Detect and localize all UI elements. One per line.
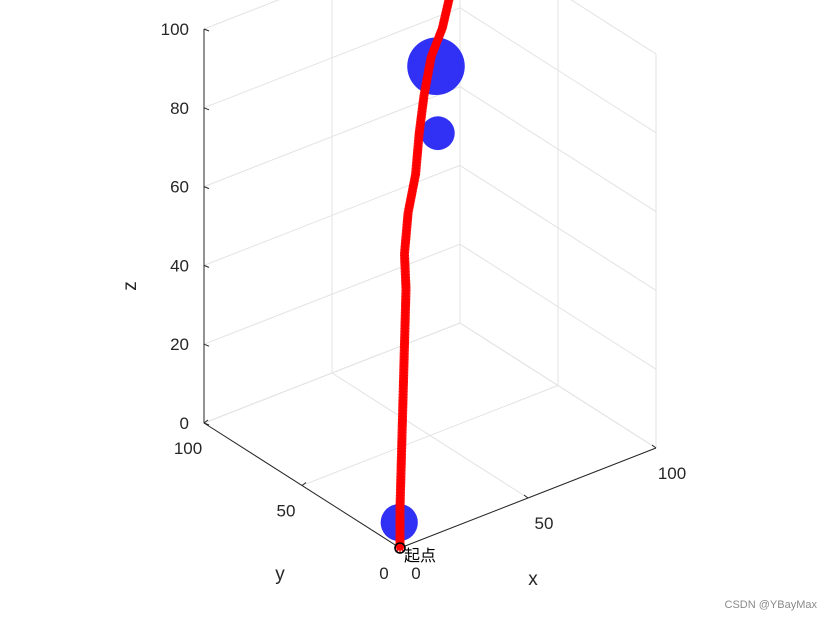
grid-line: [570, 0, 657, 55]
z-tick-label: 60: [170, 178, 189, 197]
y-tick-label: 0: [379, 564, 388, 583]
obstacle-sphere: [407, 37, 465, 96]
z-tick-mark: [203, 422, 210, 426]
z-tick-label: 100: [161, 20, 189, 39]
watermark: CSDN @YBayMax: [724, 599, 817, 611]
grid-line: [203, 243, 461, 345]
y-tick-label: 100: [174, 439, 202, 458]
start-point: [394, 542, 406, 554]
grid-line: [203, 0, 280, 30]
grid-line: [203, 86, 461, 188]
path-markers: [395, 0, 454, 553]
grid-line: [203, 7, 461, 109]
grid-line: [459, 86, 657, 213]
x-tick-label: 0: [411, 564, 420, 583]
z-tick-mark: [203, 28, 210, 32]
z-tick-mark: [203, 343, 210, 347]
z-tick-mark: [203, 264, 210, 268]
z-tick-label: 20: [170, 335, 189, 354]
z-tick-label: 40: [170, 256, 189, 275]
x-axis-label: x: [528, 569, 538, 590]
obstacle-sphere: [420, 116, 455, 151]
z-axis-label: z: [120, 281, 141, 291]
grid-line: [459, 322, 657, 449]
y-axis-label: y: [275, 564, 285, 585]
z-tick-label: 0: [180, 414, 189, 433]
grid-line: [459, 7, 657, 134]
z-tick-mark: [203, 107, 210, 111]
grid-line: [301, 385, 559, 486]
grid-line: [459, 243, 657, 370]
grid-lines: [203, 0, 657, 549]
start-label: 起点: [404, 546, 436, 565]
x-tick-mark: [523, 494, 529, 499]
endpoints: 起点终点: [394, 542, 436, 565]
axes: [203, 29, 657, 549]
tick-labels: 0 50 100 0 50 100 0 20 40 60 80 100: [161, 20, 687, 583]
x-tick-label: 50: [535, 514, 554, 533]
obstacles: [380, 37, 465, 542]
grid-line: [459, 164, 657, 291]
y-tick-mark: [203, 419, 209, 424]
y-tick-label: 50: [277, 502, 296, 521]
grid-line: [203, 322, 461, 424]
y-tick-mark: [301, 482, 307, 486]
x-tick-mark: [651, 444, 657, 449]
z-tick-mark: [203, 186, 210, 190]
x-tick-label: 100: [658, 464, 686, 483]
z-tick-label: 80: [170, 99, 189, 118]
